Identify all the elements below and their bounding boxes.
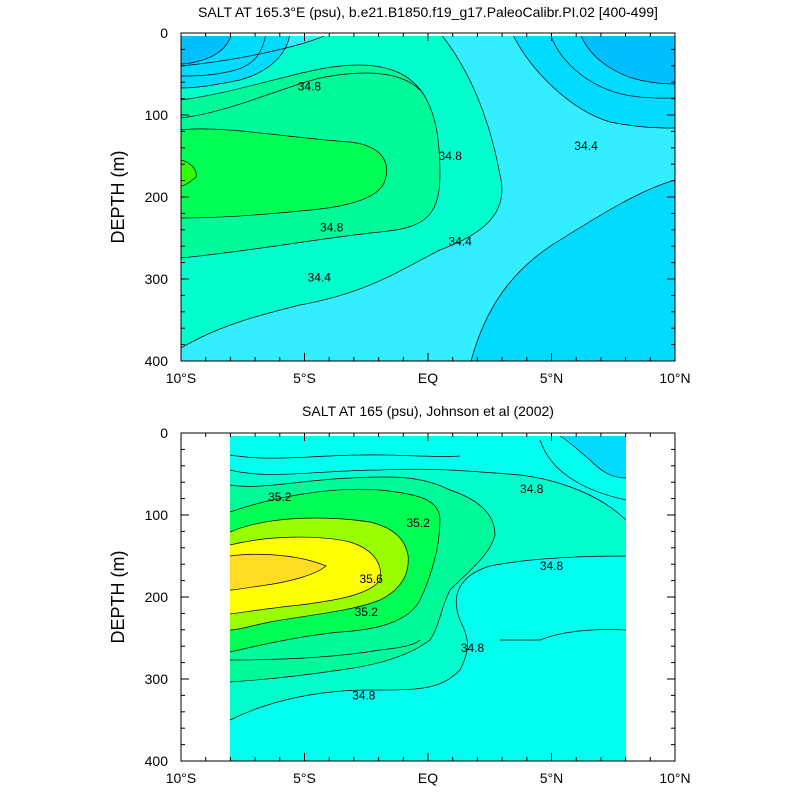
top-y-tick-label: 0 [160,25,168,41]
bottom-panel: SALT AT 165 (psu), Johnson et al (2002) [108,403,691,786]
bottom-contour-label: 35.2 [406,516,430,530]
top-y-tick-label: 300 [145,271,169,287]
top-chart-title: SALT AT 165.3°E (psu), b.e21.B1850.f19_g… [198,4,658,20]
bottom-contour-label: 34.8 [461,641,485,655]
top-x-tick-label: 5°S [293,370,316,386]
top-y-tick-label: 200 [145,189,169,205]
top-x-tick-label: EQ [418,370,438,386]
bottom-contour-label: 35.2 [355,605,379,619]
bottom-x-tick-label: 5°S [293,770,316,786]
top-y-axis-label: DEPTH (m) [108,151,128,244]
top-x-tick-label: 10°S [166,370,197,386]
bottom-y-axis-label: DEPTH (m) [108,551,128,644]
top-x-tick-label: 10°N [659,370,690,386]
top-band-34.2-deep [471,180,675,361]
top-contour-field [181,33,675,361]
top-y-tick-label: 100 [145,107,169,123]
bottom-band-deep [230,556,626,761]
bottom-x-tick-label: 10°N [659,770,690,786]
top-contour-label: 34.8 [320,220,344,234]
bottom-x-tick-label: 5°N [540,770,564,786]
bottom-contour-label: 34.8 [352,688,376,702]
bottom-chart-title: SALT AT 165 (psu), Johnson et al (2002) [302,403,554,419]
top-band-35.0 [181,128,387,218]
bottom-contour-labels: 35.2 35.2 34.8 35.6 34.8 35.2 34.8 34.8 [268,482,563,703]
bottom-y-tick-label: 400 [145,753,169,769]
bottom-x-tick-label: 10°S [166,770,197,786]
top-contour-label: 34.4 [448,234,472,248]
top-contour-labels: 34.8 34.8 34.4 34.8 34.4 34.4 [298,79,598,284]
bottom-x-tick-label: EQ [418,770,438,786]
bottom-contour-label: 34.8 [540,559,564,573]
top-x-tick-label: 5°N [540,370,564,386]
top-y-tick-label: 400 [145,353,169,369]
top-band-34.0-right [580,33,675,84]
top-contour-label: 34.8 [439,149,463,163]
top-axis-ticks: 10°S 5°S EQ 5°N 10°N 0 100 200 300 400 [145,25,691,386]
bottom-contour-label: 34.8 [520,482,544,496]
top-contour-label: 34.4 [308,270,332,284]
bottom-y-tick-label: 100 [145,507,169,523]
top-contour-label: 34.4 [574,139,598,153]
bottom-y-tick-label: 0 [160,425,168,441]
bottom-band-35.8 [230,554,326,590]
top-band-34.0-left [181,33,232,64]
bottom-axis-ticks: 10°S 5°S EQ 5°N 10°N 0 100 200 300 400 [145,425,691,786]
top-panel: SALT AT 165.3°E (psu), b.e21.B1850.f19_g… [108,4,691,386]
bottom-y-tick-label: 300 [145,671,169,687]
bottom-contour-label: 35.6 [360,572,384,586]
bottom-band-34.4-right [560,436,626,478]
bottom-contour-field [229,435,627,761]
top-contour-label: 34.8 [298,79,322,93]
bottom-y-tick-label: 200 [145,589,169,605]
bottom-contour-label: 35.2 [268,490,292,504]
